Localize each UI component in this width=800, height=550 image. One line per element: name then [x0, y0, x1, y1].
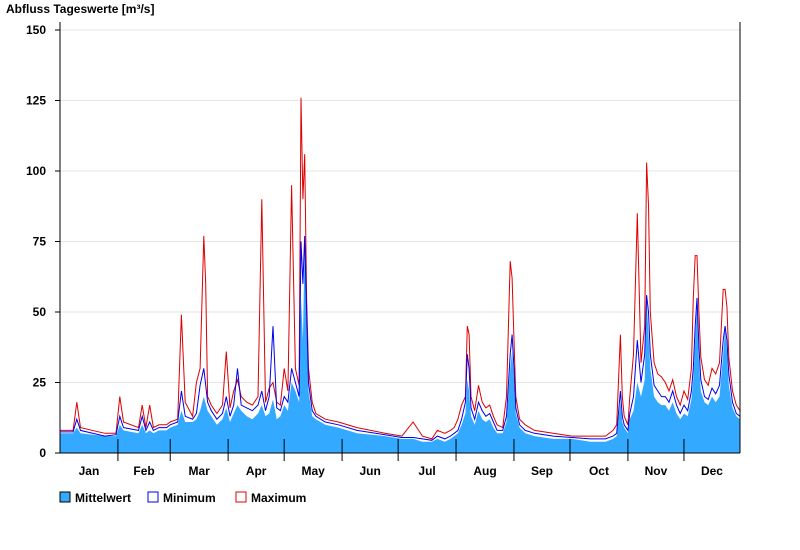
- x-tick-label: Nov: [645, 464, 668, 478]
- x-tick-label: Oct: [589, 464, 609, 478]
- legend-swatch: [147, 491, 159, 503]
- legend-item-maximum: Maximum: [235, 491, 306, 505]
- x-tick-label: Sep: [531, 464, 553, 478]
- y-axis: 0 25 50 75 100 125 150: [26, 23, 60, 460]
- x-tick-label: Jun: [359, 464, 380, 478]
- series-layer: [60, 97, 741, 453]
- legend-item-minimum: Minimum: [147, 491, 216, 505]
- x-tick-label: May: [301, 464, 325, 478]
- x-axis: Jan Feb Mar Apr May Jun Jul Aug Sep Oct Nov Dec: [79, 439, 723, 478]
- series-minimum-line: [60, 235, 741, 441]
- legend-label: Maximum: [251, 491, 306, 505]
- y-tick-label: 125: [26, 94, 46, 108]
- legend-swatch: [59, 491, 71, 503]
- y-tick-label: 150: [26, 23, 46, 37]
- x-tick-label: Mar: [189, 464, 211, 478]
- x-tick-label: Apr: [246, 464, 267, 478]
- y-tick-label: 0: [39, 446, 46, 460]
- gridlines: [60, 29, 740, 383]
- y-tick-label: 25: [33, 376, 47, 390]
- legend-label: Minimum: [163, 491, 216, 505]
- series-maximum-line: [60, 97, 741, 440]
- legend-label: Mittelwert: [75, 491, 131, 505]
- x-tick-label: Feb: [133, 464, 154, 478]
- x-tick-label: Aug: [473, 464, 496, 478]
- chart-title: Abfluss Tageswerte [m³/s]: [6, 2, 154, 16]
- series-mittelwert-area: [60, 241, 740, 453]
- x-tick-label: Jul: [418, 464, 435, 478]
- legend: Mittelwert Minimum Maximum: [59, 491, 306, 505]
- legend-item-mittelwert: Mittelwert: [59, 491, 131, 505]
- x-tick-label: Jan: [79, 464, 100, 478]
- x-tick-label: Dec: [701, 464, 723, 478]
- y-tick-label: 75: [33, 235, 47, 249]
- y-tick-label: 50: [33, 305, 47, 319]
- axes: [59, 22, 741, 454]
- y-tick-label: 100: [26, 164, 46, 178]
- legend-swatch: [235, 491, 247, 503]
